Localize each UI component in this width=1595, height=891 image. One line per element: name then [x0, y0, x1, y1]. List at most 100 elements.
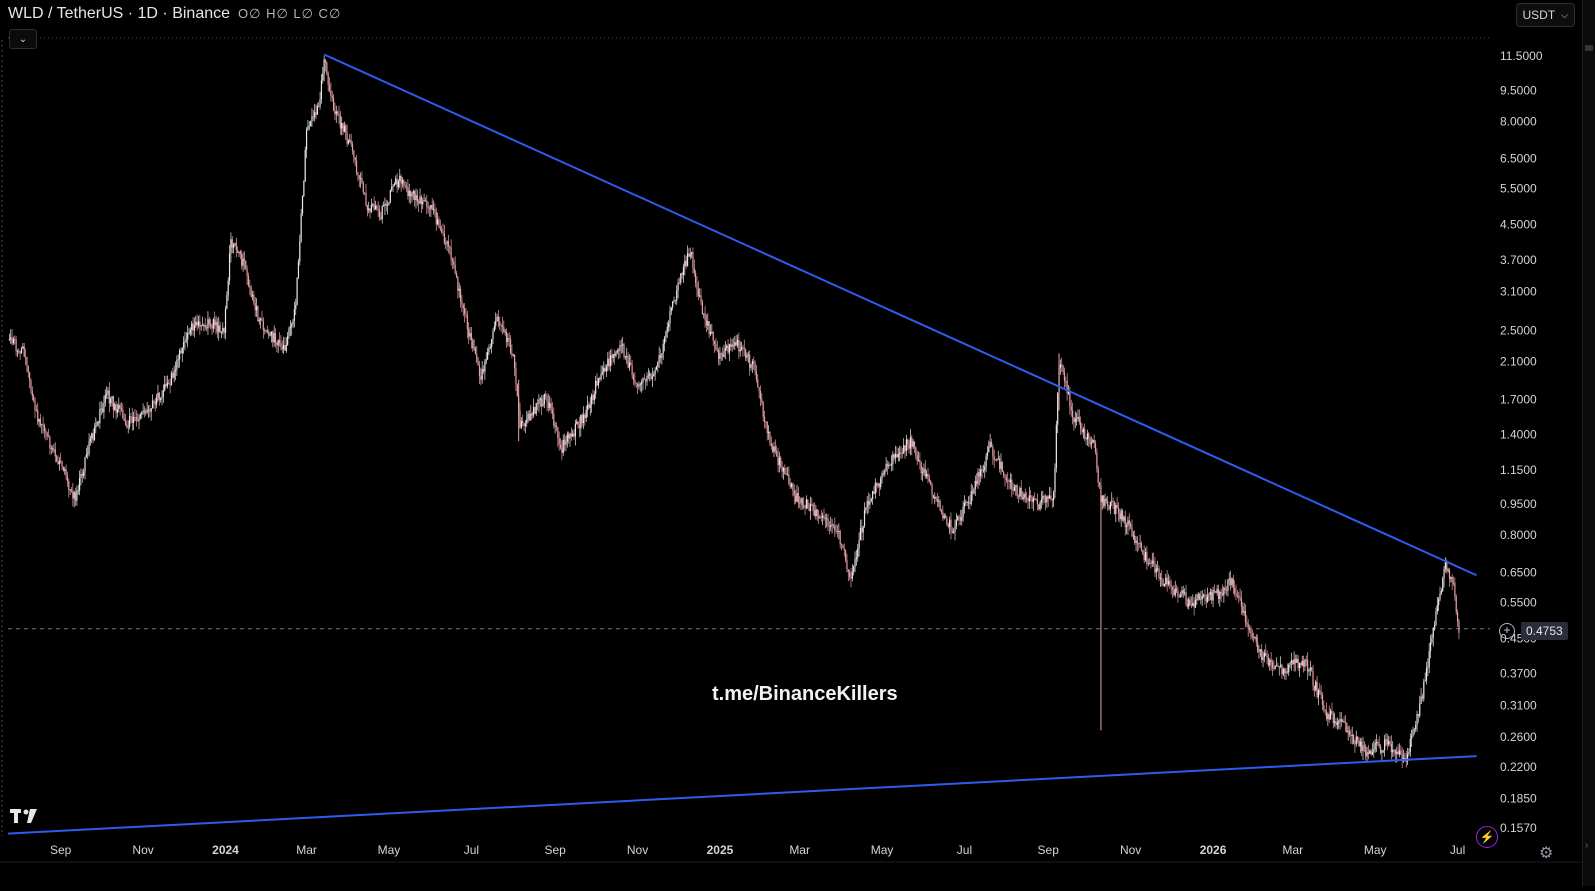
candle-body — [681, 273, 683, 276]
candle-body — [328, 84, 331, 91]
candle-body — [640, 382, 643, 384]
candle-body — [920, 462, 922, 474]
candle-body — [718, 350, 720, 359]
candle-body — [1432, 628, 1434, 638]
candle-body — [178, 350, 181, 360]
candle-body — [630, 362, 632, 366]
candle-body — [909, 437, 912, 449]
candles-group — [8, 55, 1460, 769]
candle-body — [607, 358, 609, 367]
gear-icon[interactable]: ⚙ — [1539, 845, 1554, 862]
candle-body — [219, 325, 221, 333]
candle-body — [751, 361, 753, 365]
candle-body — [173, 371, 175, 378]
candle-body — [327, 73, 329, 85]
candle-body — [627, 356, 629, 368]
price-axis-label: 6.5000 — [1500, 152, 1537, 166]
candle-body — [965, 501, 967, 503]
candle-body — [566, 434, 568, 443]
candle-body — [1352, 734, 1355, 744]
candle-body — [1413, 729, 1415, 730]
candle-body — [622, 344, 624, 346]
tradingview-logo-icon[interactable] — [10, 808, 40, 829]
candle-body — [835, 530, 837, 532]
candle-body — [1078, 416, 1080, 423]
candle-body — [1221, 593, 1224, 596]
candle-body — [486, 352, 489, 360]
candle-body — [546, 396, 548, 402]
candle-body — [459, 288, 462, 302]
candle-body — [850, 576, 852, 579]
candle-body — [1204, 594, 1206, 598]
candle-body — [738, 339, 740, 352]
candle-body — [266, 330, 268, 332]
trendline — [7, 755, 1477, 835]
candle-body — [104, 394, 106, 403]
chevron-right-icon[interactable]: › — [1585, 840, 1589, 851]
candle-body — [274, 333, 277, 343]
candle-body — [462, 304, 464, 309]
candle-body — [230, 239, 232, 254]
candle-body — [1144, 552, 1147, 561]
candle-body — [10, 337, 12, 340]
candle-body — [300, 213, 302, 242]
candle-body — [420, 196, 422, 205]
currency-selector[interactable]: USDT ⌵ — [1515, 3, 1575, 27]
candle-body — [201, 325, 204, 326]
candle-body — [337, 111, 339, 114]
candle-body — [347, 140, 350, 144]
candle-body — [1105, 498, 1107, 502]
candle-body — [600, 373, 602, 380]
candle-body — [877, 483, 879, 486]
collapse-legend-button[interactable]: ⌄ — [9, 29, 37, 49]
candle-body — [1374, 742, 1376, 750]
candle-body — [1219, 591, 1221, 600]
candle-body — [705, 320, 708, 326]
candle-body — [293, 308, 296, 321]
candle-body — [239, 251, 241, 255]
candle-body — [457, 277, 459, 291]
candle-body — [846, 560, 848, 570]
candle-body — [1207, 595, 1209, 602]
candle-body — [1243, 610, 1245, 613]
candle-body — [47, 436, 50, 438]
candle-body — [578, 425, 581, 429]
candle-body — [450, 247, 452, 260]
symbol-title[interactable]: WLD / TetherUS · 1D · Binance — [8, 5, 231, 22]
chevron-down-icon: ⌵ — [1561, 9, 1568, 20]
candle-body — [1343, 720, 1345, 723]
candle-body — [119, 405, 121, 408]
candle-body — [195, 321, 197, 326]
candle-body — [1000, 462, 1002, 469]
candle-body — [1404, 758, 1406, 759]
candle-body — [130, 416, 132, 417]
candle-body — [699, 295, 701, 297]
add-alert-icon[interactable]: + — [1499, 623, 1515, 639]
candle-body — [318, 105, 320, 107]
candle-body — [1230, 578, 1232, 585]
candle-body — [570, 433, 572, 437]
candle-body — [1227, 579, 1229, 591]
price-axis-label: 2.5000 — [1500, 323, 1537, 337]
candle-body — [1146, 552, 1148, 564]
candle-body — [396, 178, 398, 188]
candle-body — [1134, 535, 1136, 543]
candle-body — [924, 468, 926, 477]
candle-body — [400, 175, 402, 184]
lightning-icon[interactable]: ⚡ — [1476, 826, 1498, 848]
price-axis-label: 1.1500 — [1500, 463, 1537, 477]
candle-body — [99, 409, 101, 424]
candle-body — [1015, 485, 1017, 487]
candle-body — [1053, 492, 1055, 501]
candle-body — [303, 181, 305, 197]
candle-body — [859, 527, 862, 541]
candle-body — [85, 454, 87, 458]
candle-body — [1030, 495, 1032, 498]
candle-body — [855, 557, 858, 560]
price-axis-label: 0.2200 — [1500, 760, 1537, 774]
candle-body — [899, 453, 901, 455]
candle-body — [285, 344, 287, 351]
candle-body — [1117, 507, 1120, 514]
